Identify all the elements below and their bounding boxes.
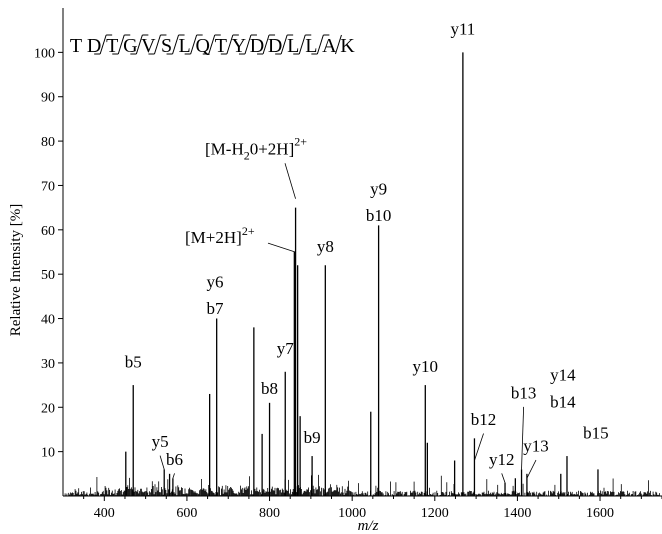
cleavage-mark	[298, 34, 306, 55]
ion-label-b7: b7	[207, 299, 225, 318]
sequence-residue: L	[305, 35, 317, 57]
x-axis-label: m/z	[358, 518, 379, 534]
cleavage-mark	[334, 34, 342, 55]
sequence-residue: Q	[195, 35, 210, 57]
sequence-residue: G	[123, 35, 137, 57]
x-tick-label: 1600	[586, 506, 614, 521]
cleavage-mark	[262, 34, 270, 55]
label-leader	[474, 433, 484, 461]
y-tick-label: 20	[41, 401, 55, 416]
cleavage-mark	[190, 34, 198, 55]
label-leader	[172, 473, 175, 479]
cleavage-mark	[135, 34, 143, 55]
cleavage-mark	[117, 34, 125, 55]
label-leader	[521, 406, 525, 470]
label-leader	[526, 459, 537, 479]
y-tick-label: 100	[34, 46, 55, 61]
plot-frame	[62, 8, 662, 497]
y-tick-label: 30	[41, 357, 55, 372]
peaks	[125, 52, 599, 496]
ion-label-b15: b15	[583, 423, 609, 442]
sequence-residue: T	[106, 35, 118, 57]
ion-label-b6: b6	[166, 450, 183, 469]
cleavage-mark	[226, 34, 234, 55]
sequence-residue: D	[250, 35, 264, 57]
ion-label-y12: y12	[489, 450, 515, 469]
ion-label-y9: y9	[370, 179, 387, 198]
baseline-noise	[64, 474, 660, 496]
cleavage-mark	[244, 34, 252, 55]
precursor-label-m2h: [M+2H]2+	[185, 224, 255, 247]
label-leader	[501, 473, 506, 483]
ion-label-b8: b8	[261, 379, 278, 398]
label-leader	[159, 455, 165, 470]
precursor-label-m-h2o: [M-H20+2H]2+	[205, 134, 307, 162]
sequence-residue: T	[70, 35, 82, 57]
x-tick-label: 600	[176, 506, 197, 521]
precursor-leader	[284, 163, 296, 199]
x-tick-label: 1200	[421, 506, 449, 521]
ion-label-b9: b9	[304, 428, 321, 447]
x-tick-label: 800	[259, 506, 280, 521]
sequence-residue: D	[87, 35, 101, 57]
ion-label-b5: b5	[125, 352, 142, 371]
sequence-residue: A	[322, 35, 337, 57]
y-tick-label: 60	[41, 224, 55, 239]
ion-label-y6: y6	[207, 272, 224, 291]
cleavage-mark	[153, 34, 161, 55]
sequence-residue: T	[215, 35, 227, 57]
sequence-residue: L	[178, 35, 190, 57]
precursor-leader	[267, 242, 296, 253]
cleavage-mark	[208, 34, 216, 55]
y-axis-label: Relative Intensity [%]	[8, 204, 24, 336]
noise-path	[64, 474, 660, 496]
ion-label-y14: y14	[550, 366, 576, 385]
x-tick-label: 1400	[503, 506, 531, 521]
axis-ticks: 10 20 30 40 50 60 70 80 90 100 400 600 800 1000 1200 14…	[34, 46, 662, 521]
ion-label-b13: b13	[511, 383, 537, 402]
sequence-residue: S	[161, 35, 172, 57]
sequence-residue: V	[141, 35, 156, 57]
sequence-residue: Y	[232, 35, 246, 57]
sequence-residue: K	[340, 35, 355, 57]
ion-label-y5: y5	[152, 432, 169, 451]
x-tick-label: 1000	[338, 506, 366, 521]
sequence-residue: L	[287, 35, 299, 57]
ion-label-y11: y11	[450, 20, 475, 39]
cleavage-mark	[280, 34, 288, 55]
ion-label-y8: y8	[317, 237, 334, 256]
y-tick-label: 90	[41, 91, 55, 106]
y-tick-label: 40	[41, 313, 55, 328]
x-tick-label: 400	[94, 506, 115, 521]
y-tick-label: 10	[41, 446, 55, 461]
ion-label-b10: b10	[366, 206, 392, 225]
y-tick-label: 70	[41, 179, 55, 194]
ion-label-y7: y7	[277, 339, 295, 358]
cleavage-mark	[172, 34, 180, 55]
cleavage-mark	[99, 34, 107, 55]
y-tick-label: 50	[41, 268, 55, 283]
sequence-residue: D	[268, 35, 282, 57]
ion-label-b14: b14	[550, 392, 576, 411]
ion-label-y10: y10	[413, 357, 439, 376]
ion-label-b12: b12	[471, 410, 497, 429]
y-tick-label: 80	[41, 135, 55, 150]
ion-label-y13: y13	[523, 437, 549, 456]
cleavage-mark	[316, 34, 324, 55]
